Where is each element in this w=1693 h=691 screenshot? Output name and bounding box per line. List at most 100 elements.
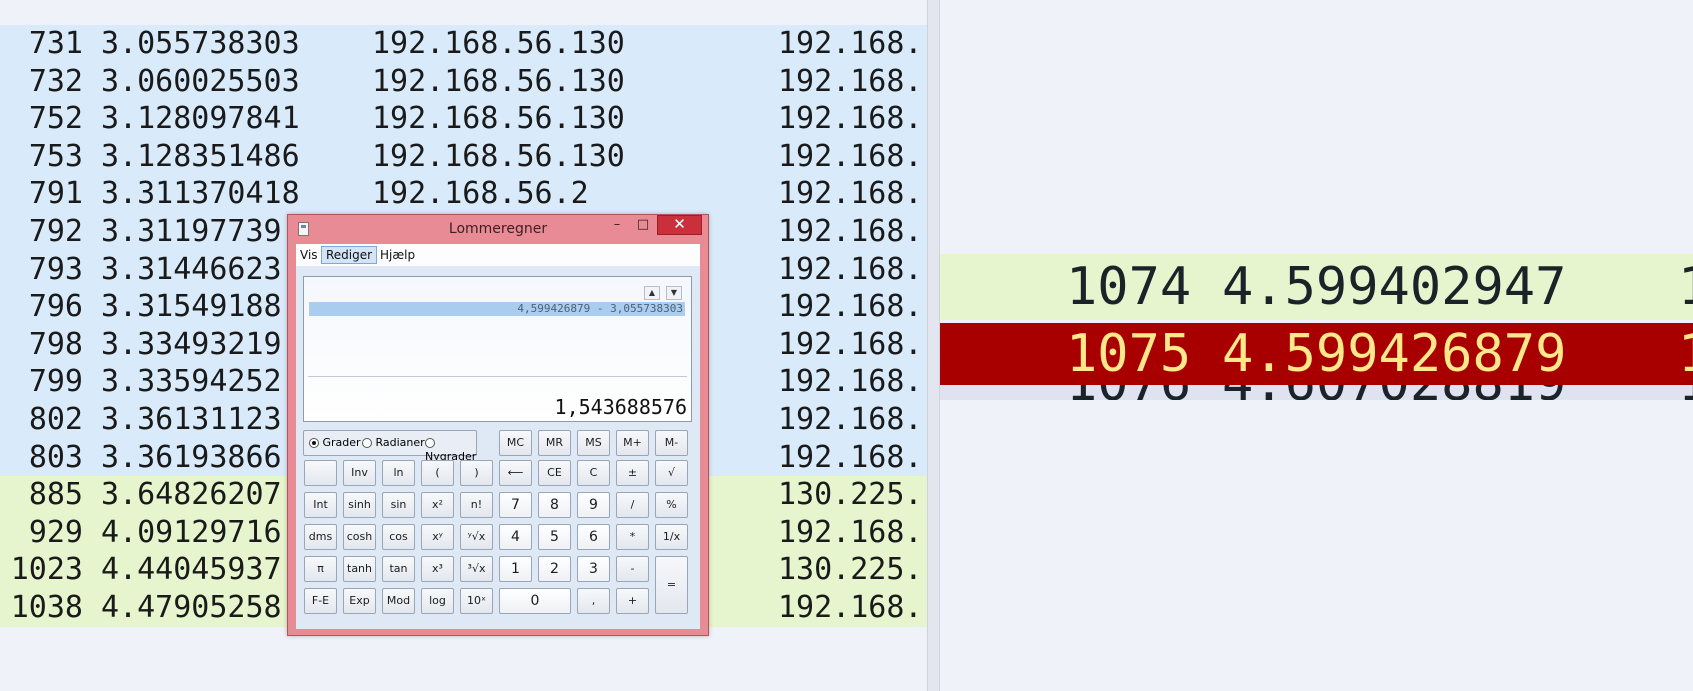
cosh-key[interactable]: cosh	[343, 524, 376, 550]
packet-row[interactable]: 752 3.128097841 192.168.56.130 192.168.	[0, 100, 927, 138]
close-button[interactable]: ✕	[657, 215, 702, 235]
sqrt-key[interactable]: √	[655, 460, 688, 486]
packet-destination: 192.168.	[778, 213, 923, 249]
factorial-key[interactable]: n!	[460, 492, 493, 518]
packet-time: 4.607028819	[1222, 385, 1566, 400]
radio-unselected-icon	[362, 438, 372, 448]
sin-key[interactable]: sin	[382, 492, 415, 518]
radio-nygrader[interactable]: Nygrader	[425, 436, 476, 463]
title-bar[interactable]: Lommeregner – □ ✕	[288, 215, 708, 244]
packet-time: 3.31446623	[101, 251, 282, 287]
dms-key[interactable]: dms	[304, 524, 337, 550]
multiply-key[interactable]: *	[616, 524, 649, 550]
inv-key[interactable]: Inv	[343, 460, 376, 486]
sinh-key[interactable]: sinh	[343, 492, 376, 518]
digit-4-key[interactable]: 4	[499, 524, 532, 550]
radio-radianer[interactable]: Radianer	[362, 436, 425, 450]
calculator-app-icon[interactable]	[298, 222, 309, 236]
maximize-button[interactable]: □	[636, 217, 650, 232]
history-down-button[interactable]: ▼	[666, 286, 682, 300]
digit-0-key[interactable]: 0	[499, 588, 571, 614]
packet-row[interactable]: 791 3.311370418 192.168.56.2 192.168.	[0, 175, 927, 213]
exp-key[interactable]: Exp	[343, 588, 376, 614]
packet-destination: 130.225.	[778, 477, 923, 513]
packet-row[interactable]: 753 3.128351486 192.168.56.130 192.168.	[0, 137, 927, 176]
digit-6-key[interactable]: 6	[577, 524, 610, 550]
packet-number: 929	[28, 514, 83, 550]
memory-mminus-button[interactable]: M-	[655, 430, 688, 456]
ce-key[interactable]: CE	[538, 460, 571, 486]
log-key[interactable]: log	[421, 588, 454, 614]
digit-9-key[interactable]: 9	[577, 492, 610, 518]
pi-key[interactable]: π	[304, 556, 337, 582]
minus-key[interactable]: -	[616, 556, 649, 582]
packet-number: 799	[28, 364, 83, 400]
packet-destination: 192.168.	[778, 514, 923, 550]
packet-time: 3.64826207	[101, 477, 282, 513]
tanh-key[interactable]: tanh	[343, 556, 376, 582]
close-paren-key[interactable]: )	[460, 460, 493, 486]
packet-number: 753	[28, 138, 83, 174]
packet-number: 732	[28, 63, 83, 99]
packet-time: 3.31197739	[101, 213, 282, 249]
packet-source: 192.168.56.130	[372, 63, 625, 99]
mod-key[interactable]: Mod	[382, 588, 415, 614]
plus-minus-key[interactable]: ±	[616, 460, 649, 486]
power-key[interactable]: xʸ	[421, 524, 454, 550]
zoom-row-1074[interactable]: 1074 4.599402947 1	[940, 254, 1693, 320]
digit-2-key[interactable]: 2	[538, 556, 571, 582]
digit-5-key[interactable]: 5	[538, 524, 571, 550]
digit-3-key[interactable]: 3	[577, 556, 610, 582]
square-key[interactable]: x²	[421, 492, 454, 518]
memory-mc-button[interactable]: MC	[499, 430, 532, 456]
radio-grader[interactable]: Grader	[309, 436, 361, 450]
history-expression[interactable]: 4,599426879 - 3,055738303	[309, 302, 685, 316]
int-key[interactable]: Int	[304, 492, 337, 518]
reciprocal-key[interactable]: 1/x	[655, 524, 688, 550]
menu-vis[interactable]: Vis	[300, 248, 318, 262]
divide-key[interactable]: /	[616, 492, 649, 518]
packet-number: 1038	[10, 589, 83, 625]
calculator-window[interactable]: Lommeregner – □ ✕ Vis Rediger Hjælp ▲ ▼ …	[287, 214, 709, 636]
plus-key[interactable]: +	[616, 588, 649, 614]
digit-7-key[interactable]: 7	[499, 492, 532, 518]
packet-destination: 192.168.	[778, 26, 923, 61]
ln-key[interactable]: ln	[382, 460, 415, 486]
tan-key[interactable]: tan	[382, 556, 415, 582]
zoom-row-1076-clipped[interactable]: 1076 4.607028819 1	[940, 385, 1693, 400]
packet-number: 731	[28, 26, 83, 61]
menu-hjaelp[interactable]: Hjælp	[380, 248, 416, 262]
clear-key[interactable]: C	[577, 460, 610, 486]
pane-splitter[interactable]	[927, 0, 940, 691]
history-up-button[interactable]: ▲	[644, 286, 660, 300]
percent-key[interactable]: %	[655, 492, 688, 518]
equals-key[interactable]: =	[655, 556, 688, 614]
packet-row[interactable]: 732 3.060025503 192.168.56.130 192.168.	[0, 62, 927, 101]
decimal-key[interactable]: ,	[577, 588, 610, 614]
minimize-button[interactable]: –	[613, 217, 621, 232]
packet-destination: 192.168.	[778, 439, 923, 475]
yroot-key[interactable]: ʸ√x	[460, 524, 493, 550]
cube-key[interactable]: x³	[421, 556, 454, 582]
memory-ms-button[interactable]: MS	[577, 430, 610, 456]
packet-number: 796	[28, 289, 83, 325]
packet-row[interactable]: 731 3.055738303 192.168.56.130 192.168.	[0, 25, 927, 63]
display-separator	[308, 376, 687, 377]
digit-1-key[interactable]: 1	[499, 556, 532, 582]
cuberoot-key[interactable]: ³√x	[460, 556, 493, 582]
cos-key[interactable]: cos	[382, 524, 415, 550]
memory-mr-button[interactable]: MR	[538, 430, 571, 456]
blank-key[interactable]	[304, 460, 337, 486]
packet-source-partial: 1	[1678, 254, 1693, 320]
memory-mplus-button[interactable]: M+	[616, 430, 649, 456]
packet-time: 3.31549188	[101, 289, 282, 325]
menu-rediger[interactable]: Rediger	[321, 246, 378, 264]
backspace-key[interactable]: ⟵	[499, 460, 532, 486]
zoom-row-1075-selected[interactable]: 1075 4.599426879 1	[940, 323, 1693, 385]
packet-time: 4.09129716	[101, 514, 282, 550]
digit-8-key[interactable]: 8	[538, 492, 571, 518]
open-paren-key[interactable]: (	[421, 460, 454, 486]
ten-power-key[interactable]: 10ˣ	[460, 588, 493, 614]
fe-key[interactable]: F-E	[304, 588, 337, 614]
packet-destination: 192.168.	[778, 101, 923, 137]
